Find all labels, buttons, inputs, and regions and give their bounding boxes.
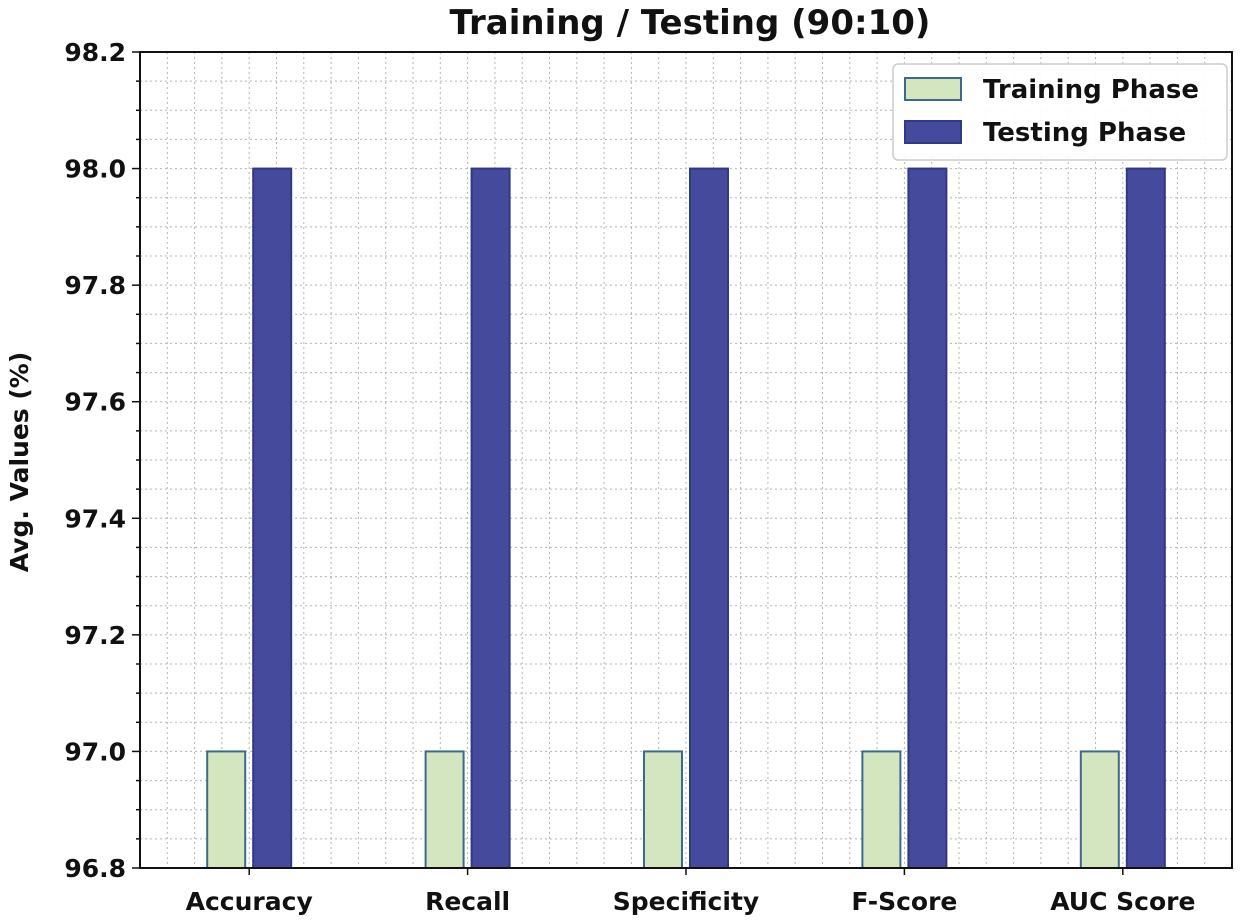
y-axis-label: Avg. Values (%) xyxy=(5,352,34,573)
x-tick-label: AUC Score xyxy=(1050,887,1195,916)
bar-testing-f-score xyxy=(907,167,948,870)
bar-testing-specificity xyxy=(689,167,729,870)
y-tick-label: 97.2 xyxy=(64,621,126,650)
legend-label: Training Phase xyxy=(983,75,1199,105)
x-tick-label: Recall xyxy=(425,887,510,916)
y-tick-label: 97.4 xyxy=(64,504,126,533)
bar-testing-recall xyxy=(470,167,511,870)
x-tick-label: Accuracy xyxy=(186,887,313,916)
grid-lines xyxy=(140,51,1232,869)
bar-training-auc-score xyxy=(1079,750,1120,870)
y-tick-label: 97.0 xyxy=(64,737,126,766)
y-tick-label: 97.8 xyxy=(64,271,126,300)
bar-training-accuracy xyxy=(206,750,247,870)
y-tick-label: 97.6 xyxy=(64,388,126,417)
axes: 96.8 97.0 97.2 97.4 97.6 97.8 98.0 98.2 Accuracy… xyxy=(64,38,1233,916)
bar-training-specificity xyxy=(643,750,683,870)
chart-title: Training / Testing (90:10) xyxy=(450,3,931,43)
bar-testing-auc-score xyxy=(1125,167,1166,870)
legend: Training Phase Testing Phase xyxy=(892,63,1228,161)
bar-training-f-score xyxy=(861,750,902,870)
x-tick-label: Specificity xyxy=(613,887,759,916)
y-tick-label: 96.8 xyxy=(64,854,126,883)
bars xyxy=(206,167,1166,870)
legend-box xyxy=(892,63,1228,161)
bar-training-recall xyxy=(424,750,465,870)
bar-testing-accuracy xyxy=(252,167,293,870)
legend-label: Testing Phase xyxy=(983,118,1186,148)
legend-swatch xyxy=(904,77,962,101)
x-tick-label: F-Score xyxy=(851,887,957,916)
y-tick-label: 98.0 xyxy=(64,155,126,184)
y-tick-label: 98.2 xyxy=(64,38,126,67)
legend-swatch xyxy=(904,120,962,144)
